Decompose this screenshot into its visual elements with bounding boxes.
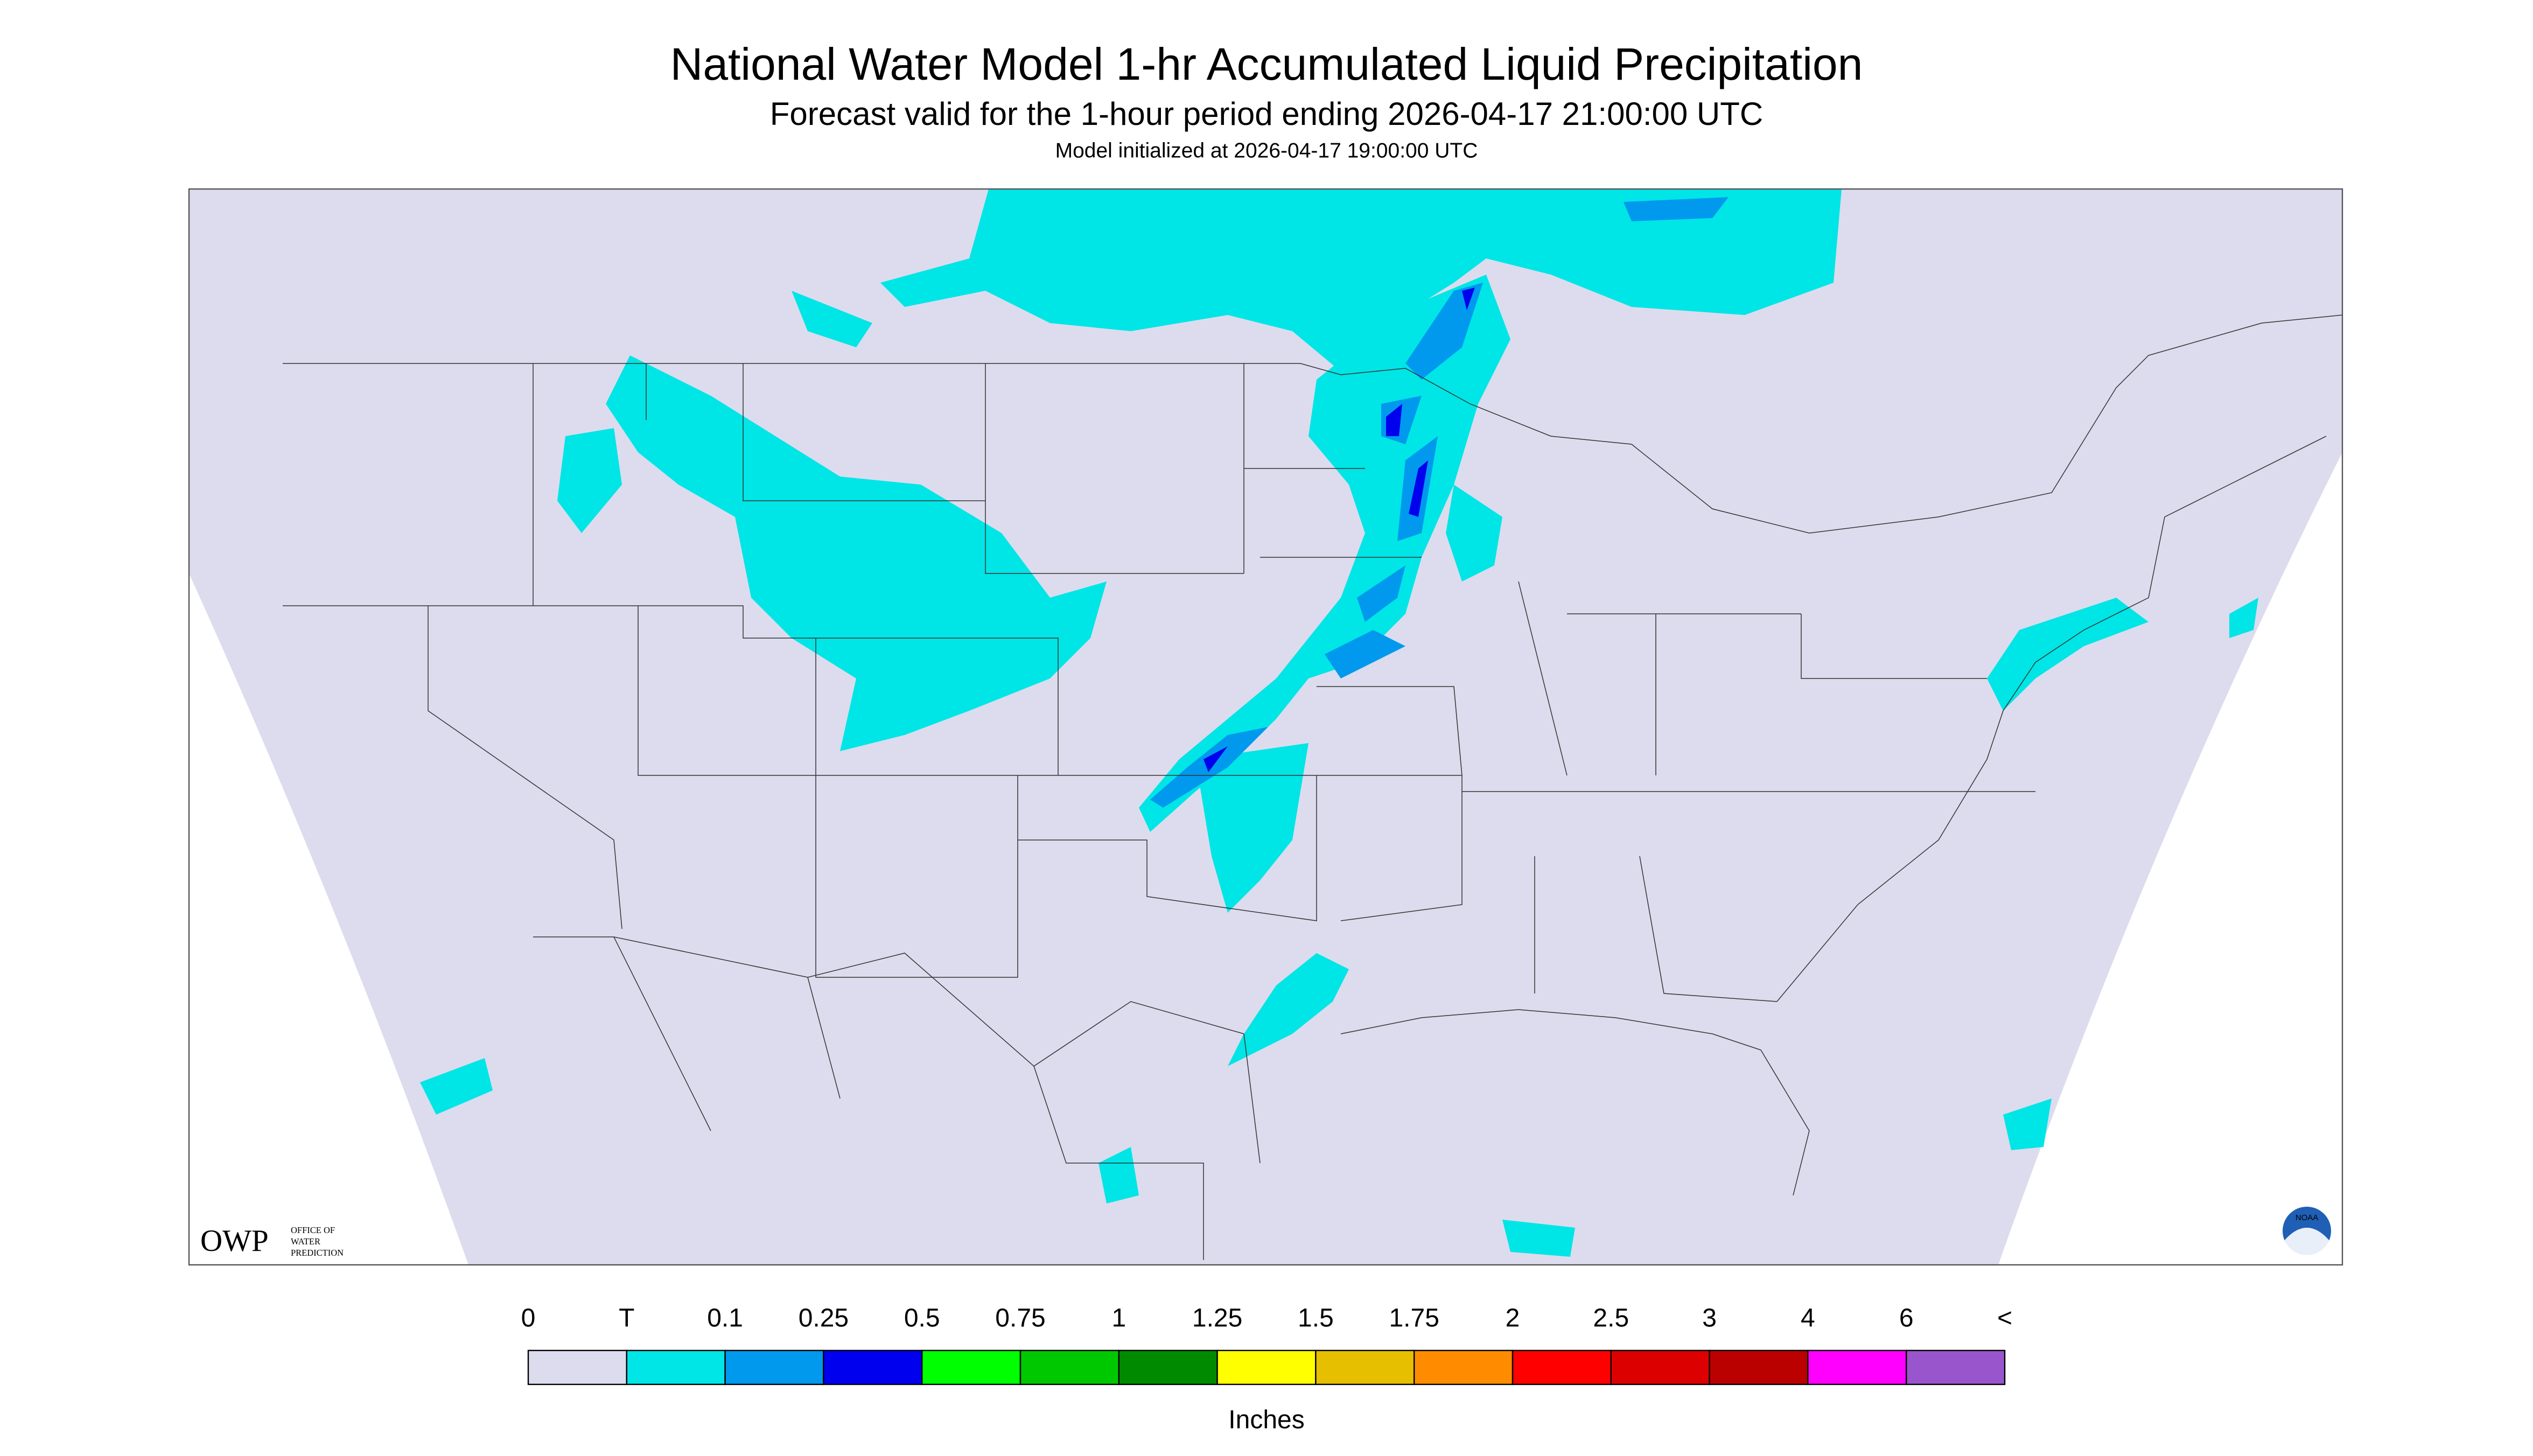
map: OWP OFFICE OF WATER PREDICTION NOAA bbox=[188, 188, 2343, 1266]
legend-label: < bbox=[1997, 1304, 2012, 1333]
legend-swatch bbox=[1512, 1349, 1612, 1385]
legend-label: 1.5 bbox=[1298, 1304, 1334, 1333]
legend-swatch bbox=[921, 1349, 1021, 1385]
legend-swatch bbox=[1610, 1349, 1710, 1385]
title: National Water Model 1-hr Accumulated Li… bbox=[670, 39, 1863, 89]
legend-label: 4 bbox=[1801, 1304, 1815, 1333]
legend-swatch bbox=[626, 1349, 726, 1385]
legend-swatch bbox=[724, 1349, 824, 1385]
subtitle: Forecast valid for the 1-hour period end… bbox=[770, 96, 1763, 132]
legend-swatch bbox=[1414, 1349, 1514, 1385]
legend-swatch bbox=[1315, 1349, 1415, 1385]
legend-swatch bbox=[1118, 1349, 1218, 1385]
legend-swatch bbox=[823, 1349, 923, 1385]
legend-label: 1 bbox=[1111, 1304, 1126, 1333]
map-frame bbox=[188, 188, 2343, 1266]
legend-label: T bbox=[619, 1304, 634, 1333]
legend-label: 1.75 bbox=[1389, 1304, 1439, 1333]
outside-right bbox=[1998, 452, 2342, 1265]
legend-label: 1.25 bbox=[1192, 1304, 1242, 1333]
legend-swatch bbox=[1709, 1349, 1809, 1385]
noaa-logo-wave bbox=[2284, 1228, 2329, 1256]
legend-label: 2.5 bbox=[1593, 1304, 1629, 1333]
legend-label: 6 bbox=[1899, 1304, 1914, 1333]
legend-label: 3 bbox=[1702, 1304, 1717, 1333]
init-note: Model initialized at 2026-04-17 19:00:00… bbox=[1055, 139, 1478, 162]
legend-label: 0.5 bbox=[904, 1304, 940, 1333]
legend-unit: Inches bbox=[1228, 1406, 1304, 1434]
boundaries bbox=[283, 314, 2343, 1261]
legend-label: 2 bbox=[1506, 1304, 1520, 1333]
legend-label: 0.75 bbox=[995, 1304, 1045, 1333]
legend-swatch bbox=[1807, 1349, 1907, 1385]
legend-swatch bbox=[1905, 1349, 2006, 1385]
owp-logo-text: WATER bbox=[291, 1236, 320, 1247]
owp-logo: OWP bbox=[200, 1224, 269, 1258]
legend-label: 0.25 bbox=[799, 1304, 849, 1333]
noaa-logo-text: NOAA bbox=[2296, 1213, 2319, 1222]
legend-swatch bbox=[527, 1349, 628, 1385]
legend-swatch bbox=[1019, 1349, 1120, 1385]
owp-logo-text: OFFICE OF bbox=[291, 1225, 335, 1235]
legend-label: 0.1 bbox=[707, 1304, 743, 1333]
legend-label: 0 bbox=[521, 1304, 536, 1333]
precip-trace bbox=[420, 189, 2258, 1257]
precip-moderate bbox=[1203, 288, 1475, 773]
outside-left bbox=[189, 573, 468, 1265]
owp-logo-text: PREDICTION bbox=[291, 1248, 344, 1258]
legend: 0 T 0.1 0.25 0.5 0.75 1 1.25 1.5 1.75 2 2.5 3 4 6 < bbox=[521, 1304, 2012, 1385]
legend-swatch bbox=[1216, 1349, 1317, 1385]
